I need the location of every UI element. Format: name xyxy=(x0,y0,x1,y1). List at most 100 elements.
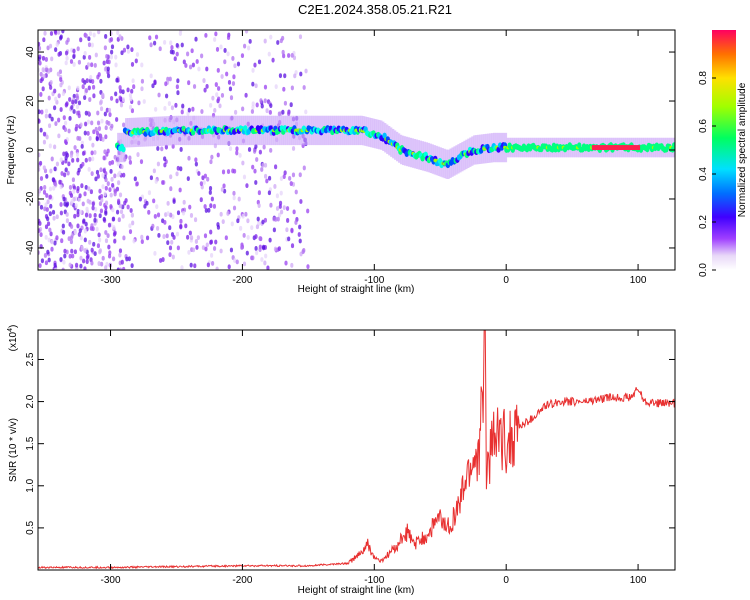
noise-point xyxy=(154,34,159,40)
noise-point xyxy=(255,224,260,230)
ridge-hot xyxy=(615,145,618,150)
noise-point xyxy=(162,234,166,239)
noise-point xyxy=(294,220,298,225)
noise-point xyxy=(172,199,176,204)
snr-frame xyxy=(37,329,676,571)
noise-point xyxy=(117,180,121,186)
noise-point xyxy=(203,173,208,179)
noise-point xyxy=(229,247,234,253)
noise-point xyxy=(298,172,302,178)
noise-point xyxy=(279,209,284,215)
noise-point xyxy=(68,185,73,190)
noise-point xyxy=(226,169,231,174)
snr-y-scale: (x104) xyxy=(7,325,19,352)
noise-point xyxy=(95,169,100,175)
noise-point xyxy=(176,78,180,84)
ridge-hot xyxy=(591,145,594,150)
noise-point xyxy=(168,225,172,231)
noise-point xyxy=(302,165,306,171)
noise-point xyxy=(184,223,188,229)
noise-point xyxy=(80,183,84,189)
noise-point xyxy=(192,84,197,89)
noise-point xyxy=(43,253,48,258)
noise-point xyxy=(180,109,184,115)
noise-point xyxy=(73,145,77,150)
noise-point xyxy=(226,51,230,57)
noise-point xyxy=(125,256,129,262)
noise-point xyxy=(164,212,168,218)
noise-point xyxy=(281,109,285,115)
noise-point xyxy=(45,207,49,212)
noise-point xyxy=(260,167,264,172)
noise-point xyxy=(51,177,55,183)
ridge-hot xyxy=(611,145,614,150)
noise-point xyxy=(88,31,93,37)
noise-point xyxy=(118,248,123,254)
noise-point xyxy=(216,68,220,73)
noise-point xyxy=(290,85,294,91)
noise-point xyxy=(148,35,152,41)
noise-point xyxy=(40,109,44,115)
noise-point xyxy=(117,198,121,204)
noise-point xyxy=(168,76,172,82)
noise-point xyxy=(175,231,180,237)
noise-point xyxy=(44,260,49,266)
noise-point xyxy=(106,181,110,187)
noise-point xyxy=(222,183,226,189)
noise-point xyxy=(304,109,308,115)
noise-point xyxy=(74,262,79,268)
noise-point xyxy=(272,227,276,233)
noise-point xyxy=(57,133,61,139)
noise-point xyxy=(57,30,61,35)
noise-point xyxy=(211,95,215,101)
noise-point xyxy=(46,216,50,222)
noise-point xyxy=(113,238,117,244)
noise-point xyxy=(38,118,41,124)
noise-point xyxy=(251,68,255,73)
noise-point xyxy=(210,196,214,202)
y-tick-label: 2.0 xyxy=(25,394,36,408)
noise-point xyxy=(86,119,91,125)
noise-point xyxy=(273,246,278,252)
noise-point xyxy=(232,74,236,80)
noise-point xyxy=(100,261,104,267)
noise-point xyxy=(302,85,306,90)
noise-point xyxy=(41,55,46,61)
y-tick-label: 1.0 xyxy=(25,478,36,492)
noise-point xyxy=(68,115,72,121)
noise-point xyxy=(84,184,88,190)
noise-point xyxy=(73,230,77,235)
noise-point xyxy=(306,208,310,214)
noise-point xyxy=(102,155,106,161)
y-tick-label: 40 xyxy=(25,46,36,58)
noise-point xyxy=(49,203,53,209)
noise-point xyxy=(82,218,86,224)
noise-point xyxy=(94,176,98,182)
noise-point xyxy=(282,205,286,211)
noise-point xyxy=(145,235,150,241)
noise-point xyxy=(251,104,255,110)
noise-point xyxy=(155,225,160,231)
noise-point xyxy=(257,190,261,196)
noise-point xyxy=(227,264,231,270)
noise-point xyxy=(73,213,77,219)
noise-point xyxy=(88,239,92,245)
noise-point xyxy=(171,254,175,260)
noise-point xyxy=(95,136,99,142)
noise-point xyxy=(79,122,83,128)
noise-point xyxy=(108,160,112,166)
noise-point xyxy=(231,168,235,174)
noise-point xyxy=(179,223,183,229)
noise-point xyxy=(275,206,280,211)
noise-point xyxy=(59,210,64,216)
noise-point xyxy=(169,40,173,46)
ridge-hot xyxy=(605,145,608,150)
noise-point xyxy=(56,71,60,77)
noise-point xyxy=(45,134,49,140)
noise-point xyxy=(38,263,42,269)
noise-point xyxy=(40,258,45,264)
noise-point xyxy=(166,211,170,217)
noise-point xyxy=(55,42,59,47)
noise-point xyxy=(63,127,68,133)
noise-point xyxy=(53,240,57,246)
